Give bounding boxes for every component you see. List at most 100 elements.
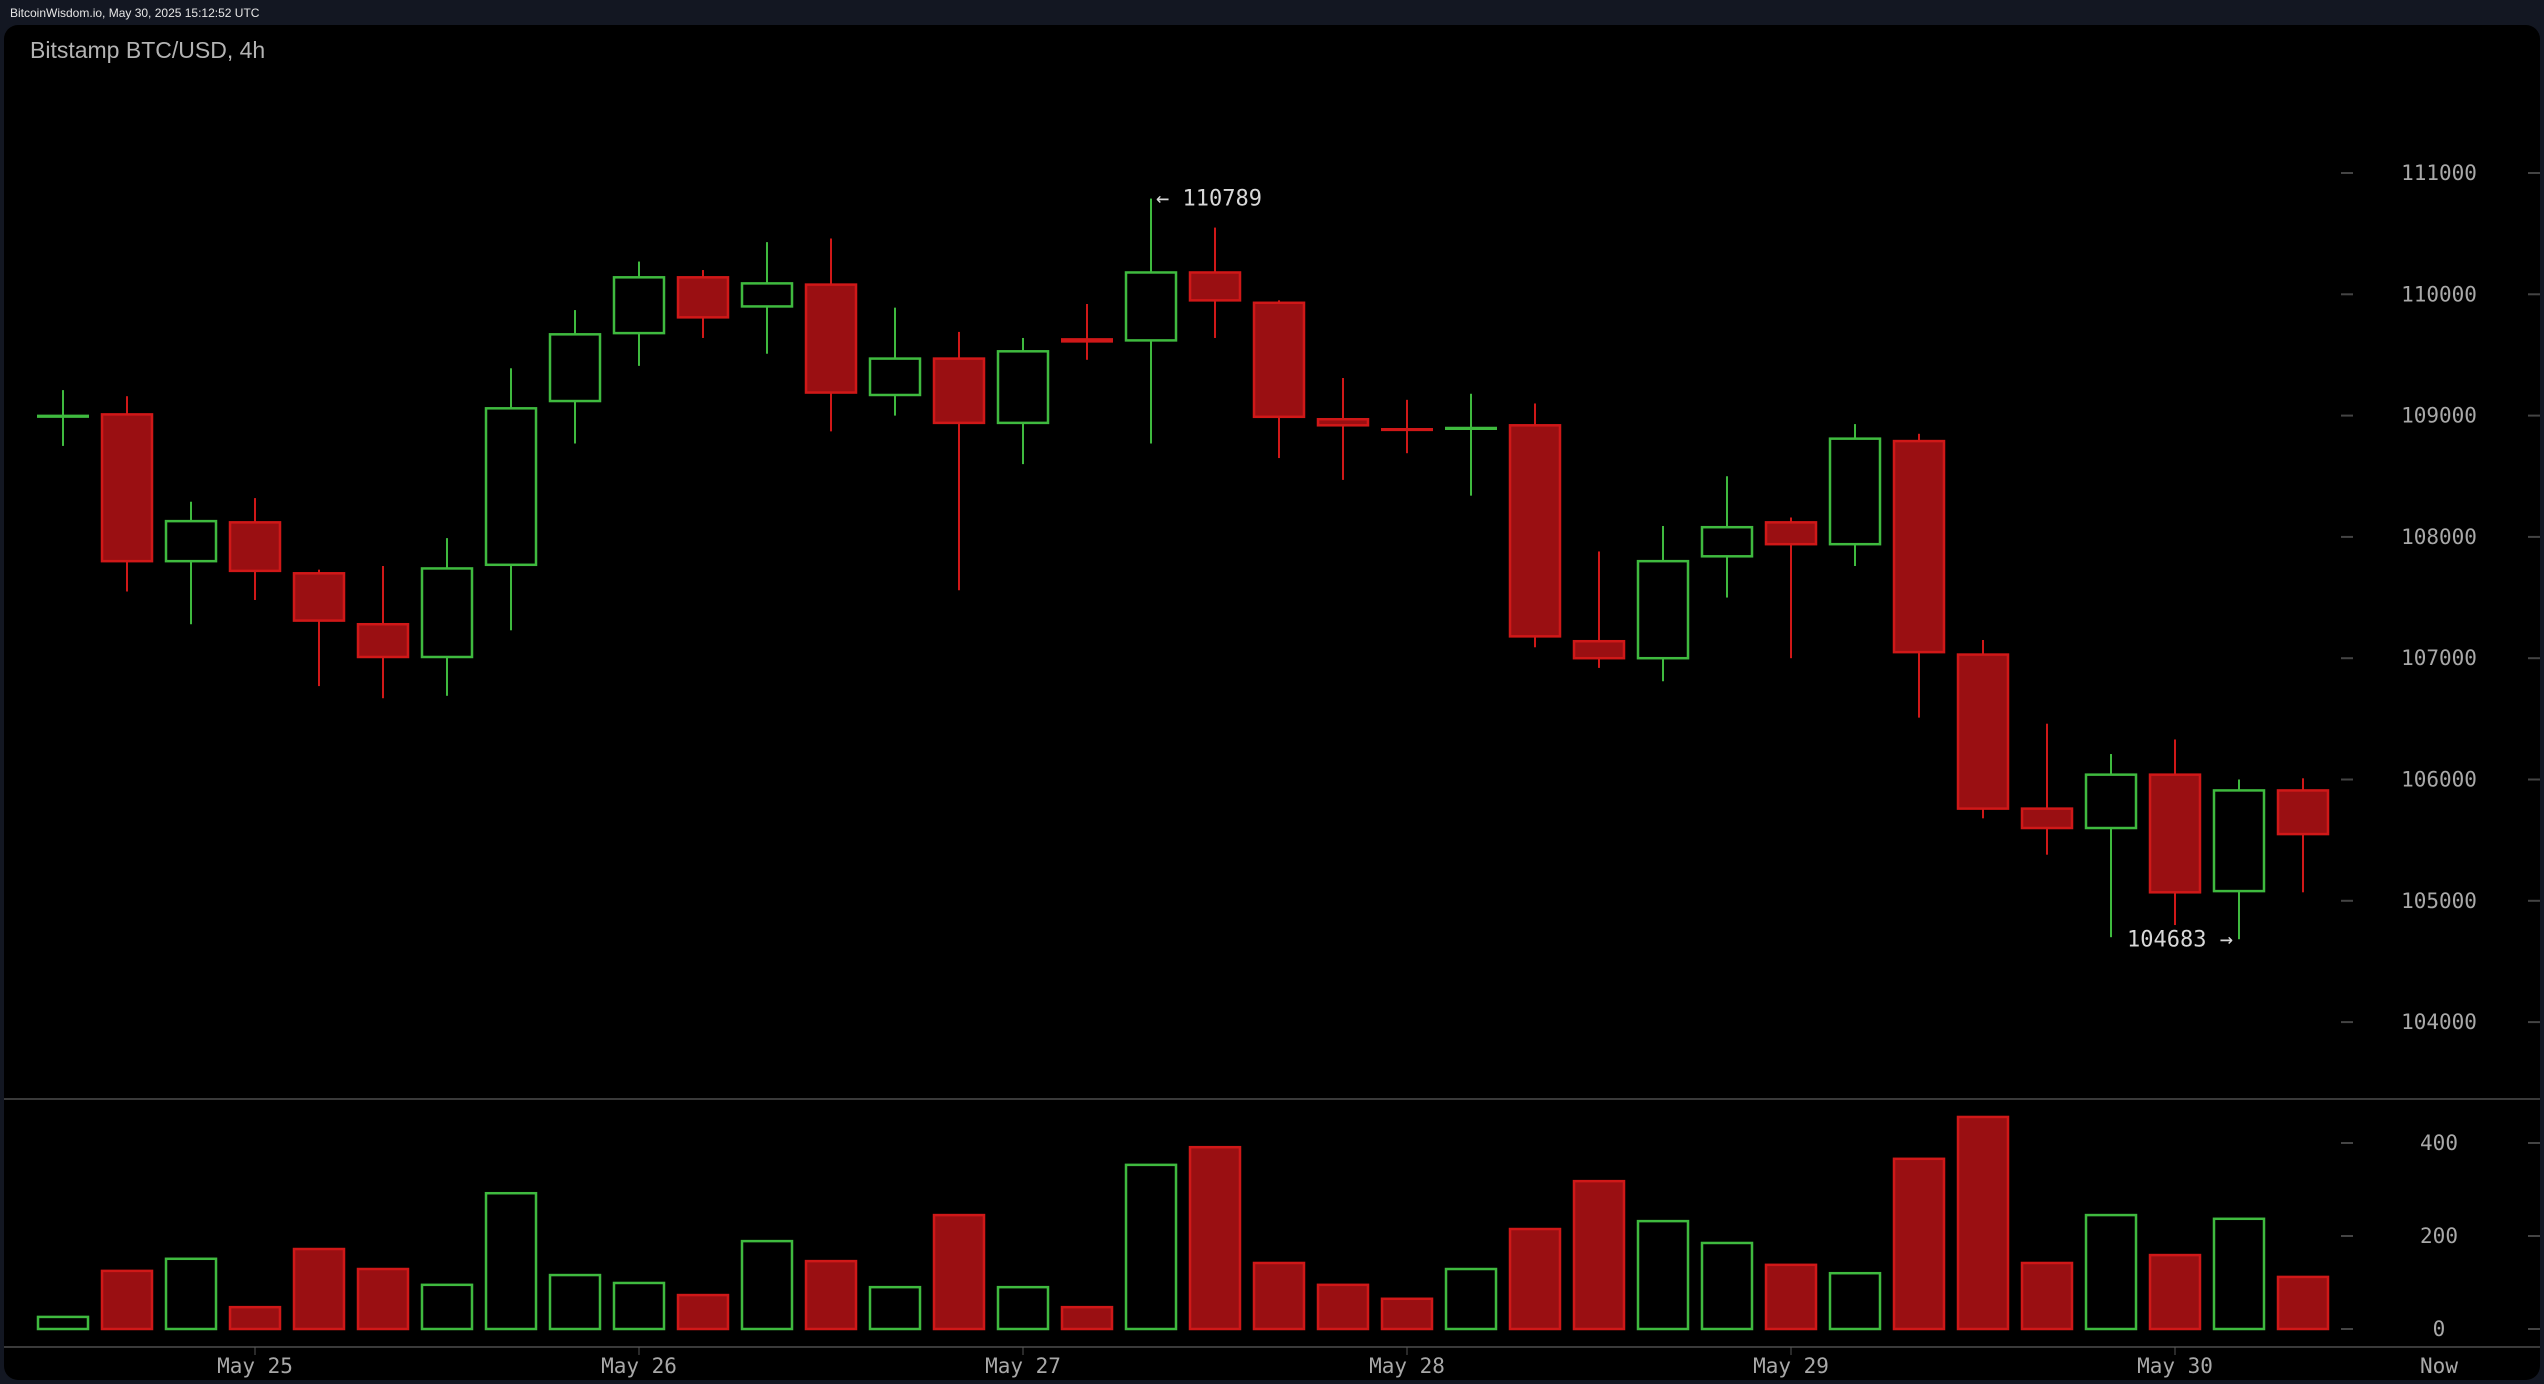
candle xyxy=(228,498,282,600)
volume-bar xyxy=(292,1247,346,1331)
volume-bar xyxy=(2084,1213,2138,1331)
candle xyxy=(2276,778,2330,893)
volume-bar xyxy=(932,1213,986,1331)
time-tick-label: May 30 xyxy=(2137,1354,2213,1378)
candle xyxy=(292,569,346,687)
candle xyxy=(740,242,794,354)
price-candles xyxy=(37,198,2330,940)
time-axis: May 25 May 26 May 27 May 28 May 29 May 30 xyxy=(217,1347,2213,1378)
volume-bar xyxy=(2148,1253,2202,1331)
volume-bar xyxy=(1892,1157,1946,1331)
volume-bar xyxy=(868,1285,922,1331)
candle xyxy=(996,337,1050,465)
candle xyxy=(1508,403,1562,648)
candle xyxy=(2148,739,2202,926)
price-tick-label: 107000 xyxy=(2401,646,2477,670)
candle xyxy=(2212,779,2266,940)
volume-bar xyxy=(2212,1217,2266,1331)
candle xyxy=(1124,198,1178,444)
candle xyxy=(100,396,154,592)
volume-bar xyxy=(1060,1305,1114,1331)
price-tick-label: 106000 xyxy=(2401,768,2477,792)
volume-bar xyxy=(228,1305,282,1331)
volume-bar xyxy=(1124,1163,1178,1331)
time-tick-label: May 26 xyxy=(601,1354,677,1378)
chart-title: Bitstamp BTC/USD, 4h xyxy=(30,37,266,63)
candle xyxy=(1956,640,2010,819)
volume-tick-label: 400 xyxy=(2420,1131,2458,1155)
volume-bar xyxy=(100,1269,154,1331)
price-axis: 104000 105000 106000 107000 108000 109000 1100… xyxy=(2341,161,2540,1034)
volume-bar xyxy=(1956,1115,2010,1331)
candlestick-chart[interactable]: 104000 105000 106000 107000 108000 109000 1100… xyxy=(4,25,2540,1380)
volume-bar xyxy=(804,1259,858,1331)
candle xyxy=(1188,227,1242,338)
volume-bar xyxy=(996,1285,1050,1331)
volume-bar xyxy=(356,1267,410,1331)
candle xyxy=(1381,399,1433,454)
candle xyxy=(1828,424,1882,567)
candle xyxy=(164,501,218,625)
volume-tick-label: 0 xyxy=(2433,1317,2446,1341)
candle xyxy=(420,538,474,696)
price-tick-label: 104000 xyxy=(2401,1010,2477,1034)
price-tick-label: 111000 xyxy=(2401,161,2477,185)
candle xyxy=(1572,551,1626,668)
volume-bar xyxy=(420,1283,474,1331)
volume-bar xyxy=(484,1191,538,1331)
volume-bar xyxy=(2276,1275,2330,1331)
price-tick-label: 110000 xyxy=(2401,282,2477,306)
volume-bar xyxy=(548,1273,602,1331)
candle xyxy=(2020,723,2074,855)
time-tick-label: May 28 xyxy=(1369,1354,1445,1378)
time-tick-label: May 25 xyxy=(217,1354,293,1378)
now-label: Now xyxy=(2420,1354,2458,1378)
candle xyxy=(2084,754,2138,938)
candle xyxy=(1764,517,1818,659)
volume-axis: 0 200 400 xyxy=(2341,1131,2540,1341)
volume-bar xyxy=(1316,1283,1370,1331)
volume-bar xyxy=(1188,1145,1242,1331)
candle xyxy=(804,238,858,432)
time-tick-label: May 29 xyxy=(1753,1354,1829,1378)
candle xyxy=(1061,304,1113,360)
volume-bar xyxy=(164,1257,218,1331)
candle xyxy=(548,310,602,444)
candle xyxy=(932,331,986,591)
volume-bar xyxy=(1700,1241,1754,1331)
volume-bar xyxy=(36,1315,90,1331)
candle xyxy=(1445,393,1497,496)
volume-bar xyxy=(1636,1219,1690,1331)
candle xyxy=(484,368,538,631)
candle xyxy=(37,390,89,446)
candle xyxy=(1700,476,1754,598)
price-tick-label: 105000 xyxy=(2401,889,2477,913)
candle xyxy=(1892,433,1946,718)
price-tick-label: 109000 xyxy=(2401,404,2477,428)
volume-bars xyxy=(36,1115,2330,1331)
source-timestamp: BitcoinWisdom.io, May 30, 2025 15:12:52 … xyxy=(10,6,260,20)
low-annotation: 104683 → xyxy=(2127,927,2233,952)
volume-bar xyxy=(1444,1267,1498,1331)
volume-bar xyxy=(1252,1261,1306,1331)
volume-tick-label: 200 xyxy=(2420,1224,2458,1248)
candle xyxy=(1252,300,1306,459)
volume-bar xyxy=(740,1239,794,1331)
candle xyxy=(356,566,410,699)
volume-bar xyxy=(1764,1263,1818,1331)
volume-bar xyxy=(676,1293,730,1331)
time-tick-label: May 27 xyxy=(985,1354,1061,1378)
candle xyxy=(1636,525,1690,682)
volume-bar xyxy=(1508,1227,1562,1331)
chart-panel: 104000 105000 106000 107000 108000 109000 1100… xyxy=(4,25,2540,1380)
volume-bar xyxy=(1828,1271,1882,1331)
volume-bar xyxy=(612,1281,666,1331)
candle xyxy=(612,261,666,366)
volume-bar xyxy=(1572,1179,1626,1331)
candle xyxy=(1316,377,1370,480)
candle xyxy=(676,270,730,338)
high-annotation: ← 110789 xyxy=(1156,187,1262,212)
volume-bar xyxy=(1380,1297,1434,1331)
candle xyxy=(868,307,922,416)
price-tick-label: 108000 xyxy=(2401,525,2477,549)
